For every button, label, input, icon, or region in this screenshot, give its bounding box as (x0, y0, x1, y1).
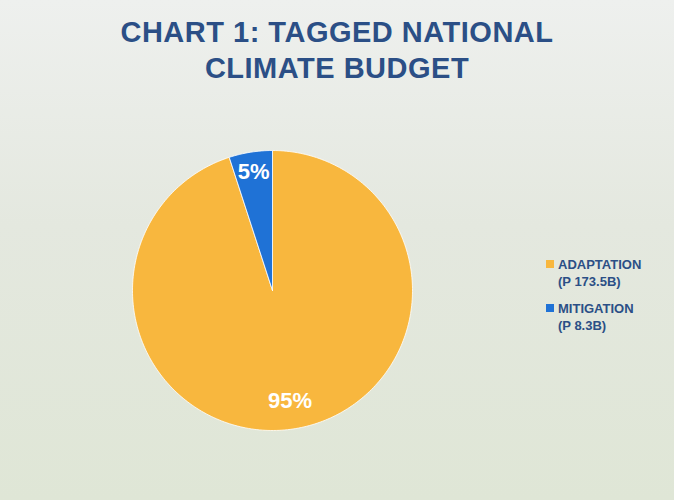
svg-text:5%: 5% (238, 159, 270, 184)
html-text:MITIGATION (P 8.3B): MITIGATION (P 8.3B) (558, 301, 634, 333)
html-text:CHART 1: TAGGED NATIONAL CLIMA: CHART 1: TAGGED NATIONAL CLIMATE BUDGET (120, 16, 554, 84)
html-text:ADAPTATION (P 173.5B): ADAPTATION (P 173.5B) (558, 257, 642, 289)
svg-text:95%: 95% (268, 388, 312, 413)
